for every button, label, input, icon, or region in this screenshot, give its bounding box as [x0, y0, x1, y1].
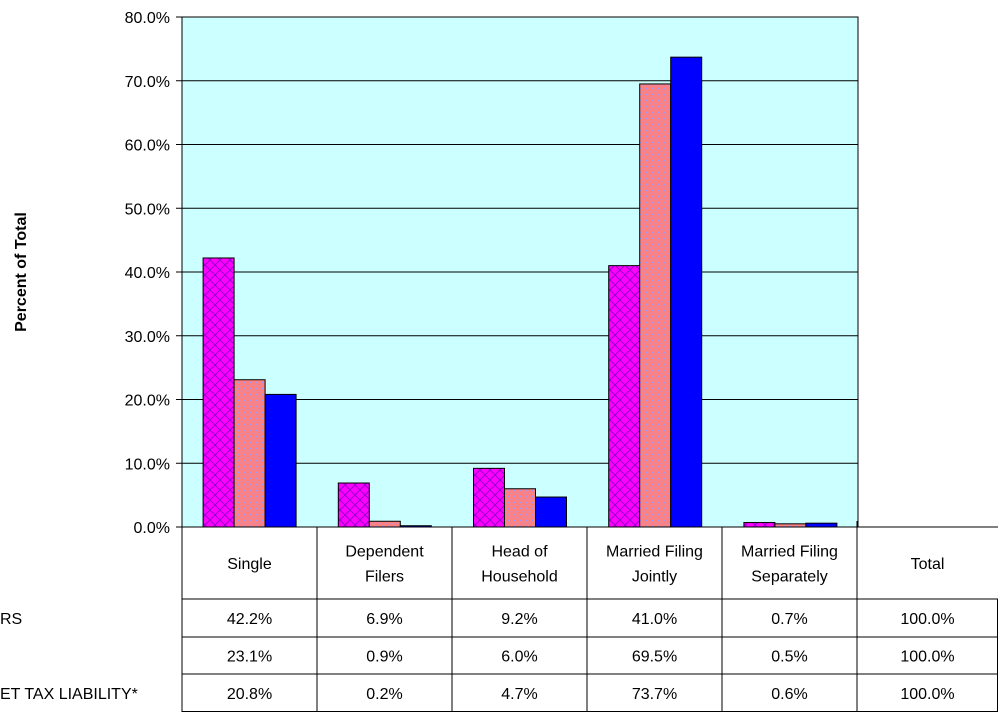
category-label: Married Filing — [606, 544, 703, 561]
bar — [473, 467, 505, 528]
table-cell: 6.0% — [501, 649, 537, 666]
table-cell: 23.1% — [227, 649, 272, 666]
y-tick-label: 70.0% — [125, 74, 170, 91]
table-cell: 69.5% — [632, 649, 677, 666]
y-tick-label: 40.0% — [125, 265, 170, 282]
bar — [743, 522, 776, 528]
table-cell: 0.9% — [366, 649, 402, 666]
y-tick-label: 20.0% — [125, 393, 170, 410]
category-label: Separately — [751, 569, 828, 586]
table-cell: 100.0% — [900, 686, 954, 703]
table-cell: 0.5% — [771, 649, 807, 666]
bar — [368, 520, 401, 528]
bar — [233, 379, 266, 528]
table-cell: 6.9% — [366, 611, 402, 628]
category-label: Household — [481, 569, 558, 586]
y-tick-label: 80.0% — [125, 10, 170, 27]
category-label: Filers — [365, 569, 404, 586]
category-label: Dependent — [345, 544, 424, 561]
bar — [264, 393, 297, 528]
y-tick-label: 0.0% — [134, 520, 170, 537]
table-cell: 4.7% — [501, 686, 537, 703]
y-tick-label: 10.0% — [125, 456, 170, 473]
bar — [504, 488, 536, 528]
y-tick-label: 60.0% — [125, 138, 170, 155]
table-cell: 20.8% — [227, 686, 272, 703]
table-cell: 0.2% — [366, 686, 402, 703]
y-axis-title: Percent of Total — [13, 212, 30, 332]
bar — [608, 265, 641, 528]
category-label: Jointly — [632, 569, 677, 586]
category-label: Total — [911, 556, 945, 573]
table-cell: 0.7% — [771, 611, 807, 628]
y-tick-label: 50.0% — [125, 201, 170, 218]
y-tick-label: 30.0% — [125, 329, 170, 346]
category-label: Head of — [491, 544, 548, 561]
category-label: Single — [227, 556, 272, 573]
bar — [670, 56, 703, 528]
category-label: Married Filing — [741, 544, 838, 561]
table-cell: 100.0% — [900, 611, 954, 628]
table-cell: 42.2% — [227, 611, 272, 628]
table-cell: 41.0% — [632, 611, 677, 628]
table-row-label: RS — [0, 611, 22, 628]
table-cell: 100.0% — [900, 649, 954, 666]
bar — [337, 482, 370, 528]
table-cell: 73.7% — [632, 686, 677, 703]
bar — [535, 496, 567, 528]
table-cell: 0.6% — [771, 686, 807, 703]
table-row-label: ET TAX LIABILITY* — [0, 686, 138, 703]
bar — [639, 83, 672, 528]
bar — [202, 257, 235, 528]
table-cell: 9.2% — [501, 611, 537, 628]
bar — [805, 522, 838, 528]
